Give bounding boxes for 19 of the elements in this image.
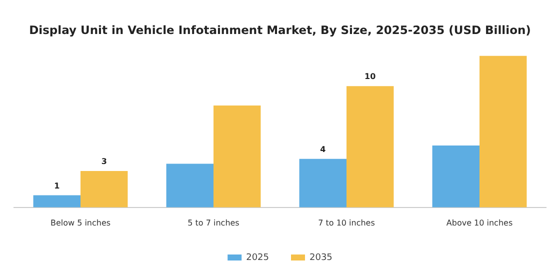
bar bbox=[214, 106, 261, 208]
bar bbox=[33, 195, 80, 208]
bar bbox=[432, 146, 480, 208]
bar bbox=[166, 164, 214, 208]
data-label: 3 bbox=[101, 157, 107, 166]
bar bbox=[80, 171, 128, 208]
data-label: 4 bbox=[320, 144, 326, 154]
data-label: 10 bbox=[364, 72, 376, 82]
x-tick-label: 5 to 7 inches bbox=[188, 218, 240, 228]
x-tick-label: 7 to 10 inches bbox=[318, 218, 375, 228]
legend-label: 2025 bbox=[246, 252, 269, 263]
bar bbox=[299, 158, 346, 208]
legend-label: 2035 bbox=[310, 252, 332, 263]
x-tick-label: Below 5 inches bbox=[50, 218, 111, 228]
chart-title: Display Unit in Vehicle Infotainment Market, By Size, 2025-2035 (USD Billion) bbox=[29, 22, 531, 37]
bar bbox=[480, 56, 527, 208]
bar bbox=[346, 86, 394, 208]
data-label: 1 bbox=[54, 181, 60, 190]
x-tick-label: Above 10 inches bbox=[446, 218, 513, 228]
